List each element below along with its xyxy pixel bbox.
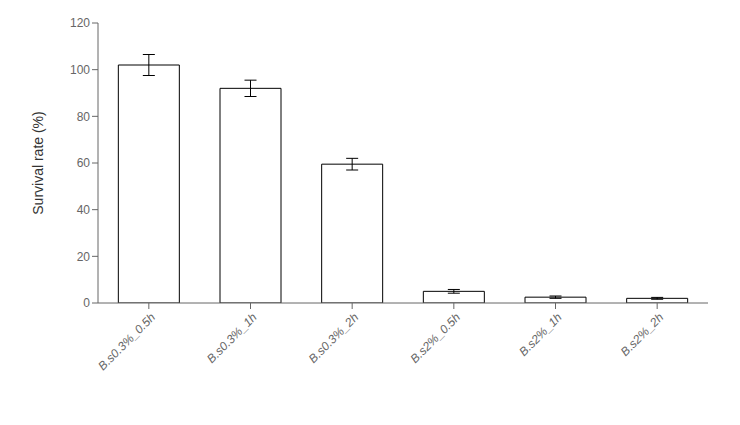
svg-text:B.s0.3%_0.5h: B.s0.3%_0.5h (95, 310, 158, 373)
svg-text:100: 100 (70, 63, 90, 77)
svg-text:Survival rate (%): Survival rate (%) (30, 111, 46, 214)
svg-text:B.s0.3%_1h: B.s0.3%_1h (204, 310, 260, 366)
svg-text:40: 40 (77, 203, 91, 217)
svg-text:B.s2%_2h: B.s2%_2h (618, 310, 667, 359)
svg-text:B.s0.3%_2h: B.s0.3%_2h (306, 310, 362, 366)
svg-text:80: 80 (77, 110, 91, 124)
svg-text:20: 20 (77, 250, 91, 264)
svg-text:0: 0 (83, 296, 90, 310)
svg-text:B.s2%_0.5h: B.s2%_0.5h (407, 310, 463, 366)
svg-text:60: 60 (77, 156, 91, 170)
svg-text:B.s2%_1h: B.s2%_1h (516, 310, 565, 359)
svg-text:120: 120 (70, 16, 90, 30)
